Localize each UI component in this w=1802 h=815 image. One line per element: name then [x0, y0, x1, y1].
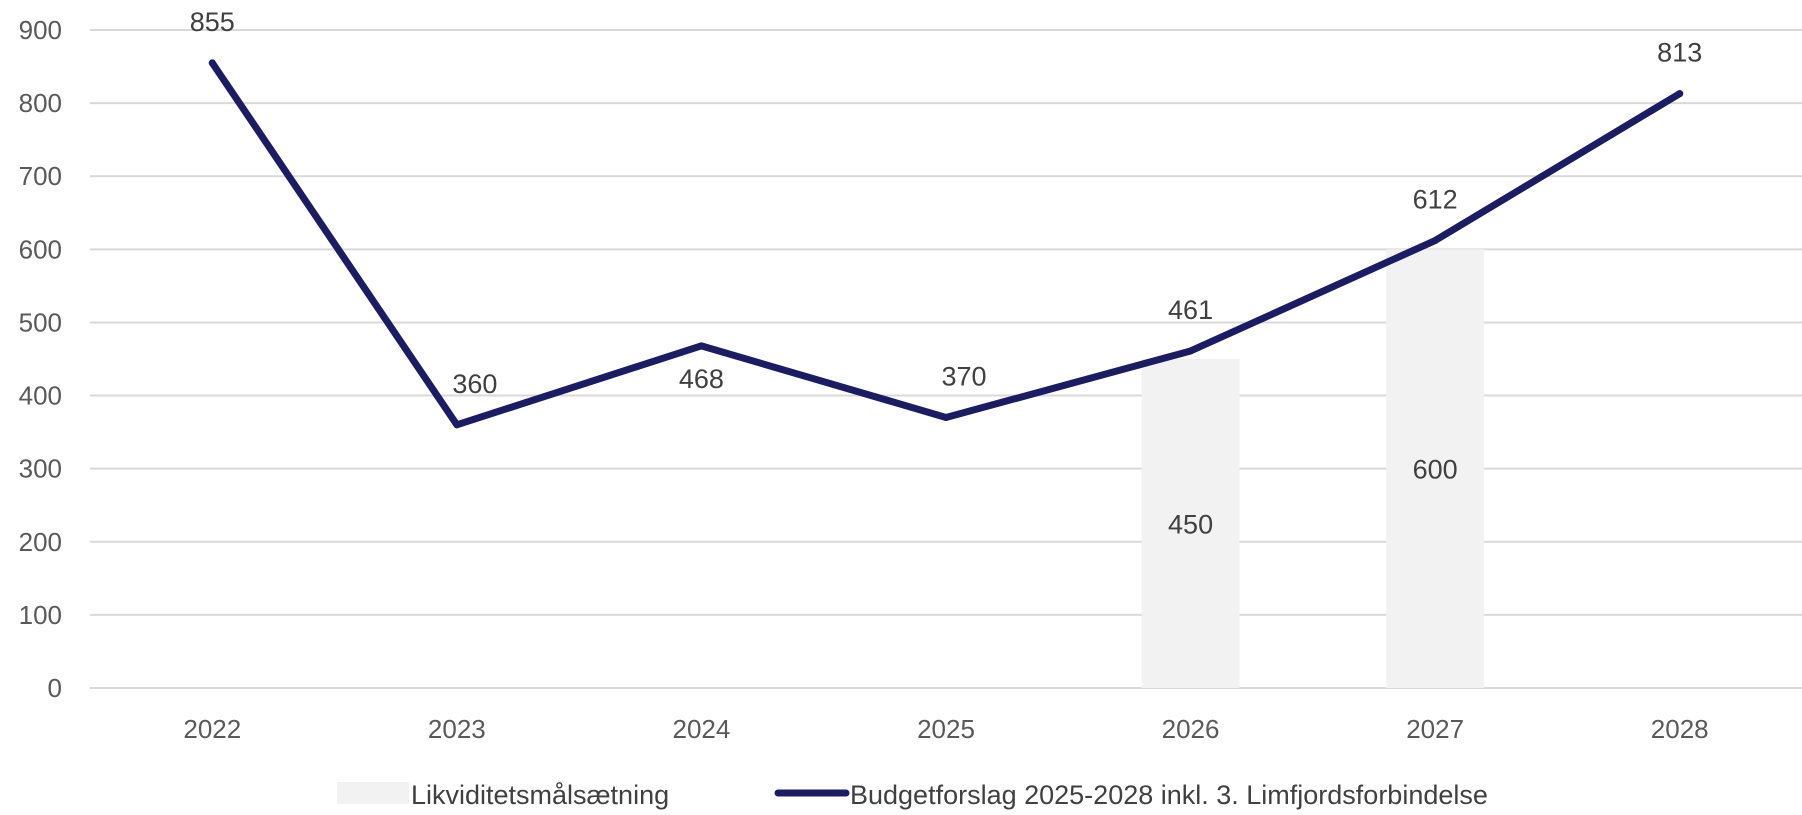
line-point	[697, 342, 705, 350]
line-series	[208, 59, 1684, 429]
x-tick-label: 2022	[183, 714, 241, 744]
y-tick-label: 400	[19, 381, 62, 411]
x-tick-label: 2024	[673, 714, 731, 744]
line-data-label: 612	[1413, 185, 1458, 215]
y-tick-label: 600	[19, 234, 62, 264]
line-data-label: 370	[941, 361, 986, 391]
y-axis-tick-labels: 0 100 200 300 400 500 600 700 800 900	[19, 15, 62, 703]
line-data-label: 360	[452, 369, 497, 399]
x-tick-label: 2028	[1651, 714, 1709, 744]
legend-bar-swatch	[337, 782, 409, 804]
legend-bar-label: Likviditetsmålsætning	[411, 780, 669, 810]
data-labels: 450 600 855 360 468 370 461 612 813	[190, 7, 1702, 540]
x-tick-label: 2023	[428, 714, 486, 744]
x-tick-label: 2026	[1162, 714, 1220, 744]
line-point	[1431, 237, 1439, 245]
y-tick-label: 900	[19, 15, 62, 45]
y-tick-label: 0	[48, 673, 62, 703]
bar-series	[1141, 249, 1485, 689]
bar-data-label: 600	[1413, 455, 1458, 485]
line-point	[208, 59, 216, 67]
y-tick-label: 200	[19, 527, 62, 557]
x-tick-label: 2027	[1406, 714, 1464, 744]
line-point	[453, 421, 461, 429]
gridlines	[90, 29, 1802, 689]
y-tick-label: 300	[19, 454, 62, 484]
line-data-label: 855	[190, 7, 235, 37]
legend-line-label: Budgetforslag 2025-2028 inkl. 3. Limfjor…	[850, 780, 1488, 810]
bar	[1141, 359, 1240, 688]
legend: Likviditetsmålsætning Budgetforslag 2025-…	[337, 780, 1488, 810]
y-tick-label: 700	[19, 161, 62, 191]
x-axis-tick-labels: 2022 2023 2024 2025 2026 2027 2028	[183, 714, 1708, 744]
y-tick-label: 800	[19, 88, 62, 118]
line-point	[1187, 347, 1195, 355]
y-tick-label: 100	[19, 600, 62, 630]
bar-data-label: 450	[1168, 510, 1213, 540]
line-point	[942, 413, 950, 421]
line-data-label: 813	[1657, 38, 1702, 68]
line-point	[1676, 90, 1684, 98]
line-data-label: 468	[679, 364, 724, 394]
bar	[1386, 249, 1485, 689]
y-tick-label: 500	[19, 307, 62, 337]
x-tick-label: 2025	[917, 714, 975, 744]
line-data-label: 461	[1168, 295, 1213, 325]
